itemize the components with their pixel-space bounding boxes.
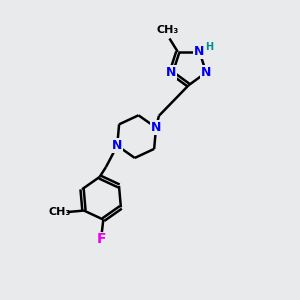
Text: N: N	[194, 45, 205, 58]
Text: H: H	[205, 41, 213, 52]
Text: CH₃: CH₃	[48, 207, 70, 217]
Text: N: N	[201, 66, 211, 79]
Text: N: N	[166, 66, 176, 79]
Text: F: F	[97, 232, 106, 246]
Text: N: N	[112, 139, 122, 152]
Text: CH₃: CH₃	[157, 25, 179, 35]
Text: N: N	[151, 121, 161, 134]
